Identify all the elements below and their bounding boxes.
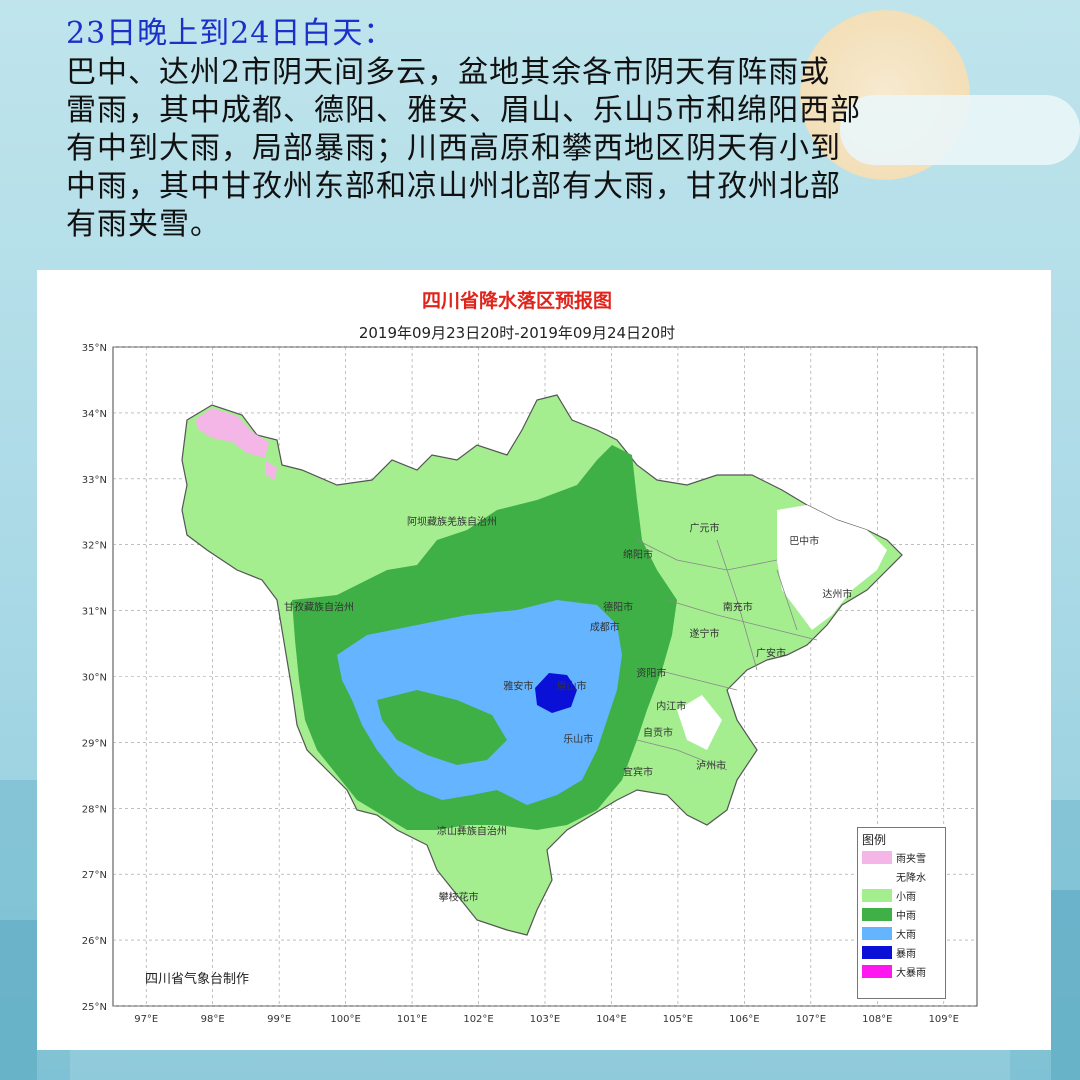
zone-sleet [265, 460, 277, 480]
map-title: 四川省降水落区预报图 [421, 290, 612, 312]
longitude-tick-label: 107°E [796, 1014, 826, 1025]
latitude-tick-label: 32°N [82, 541, 107, 552]
forecast-line: 巴中、达州2市阴天间多云，盆地其余各市阴天有阵雨或 [66, 55, 831, 90]
legend-label: 雨夹雪 [896, 854, 926, 865]
longitude-tick-label: 109°E [929, 1014, 959, 1025]
place-label: 乐山市 [563, 732, 593, 745]
place-label: 达州市 [822, 587, 852, 600]
longitude-tick-label: 97°E [134, 1014, 158, 1025]
latitude-tick-label: 25°N [82, 1002, 107, 1013]
legend-label: 无降水 [896, 873, 926, 884]
forecast-period: 23日晚上到24日白天： [66, 16, 395, 51]
latitude-tick-label: 35°N [82, 343, 107, 354]
place-label: 宜宾市 [623, 765, 653, 778]
precipitation-map-panel: 四川省降水落区预报图 2019年09月23日20时-2019年09月24日20时 [37, 270, 1051, 1050]
place-label: 攀枝花市 [439, 891, 479, 904]
latitude-tick-label: 31°N [82, 607, 107, 618]
forecast-line: 雷雨，其中成都、德阳、雅安、眉山、乐山5市和绵阳西部 [66, 93, 862, 128]
legend-label: 暴雨 [896, 949, 916, 960]
longitude-tick-label: 108°E [862, 1014, 892, 1025]
zone-no-rain [677, 695, 722, 750]
legend-swatch [862, 946, 892, 959]
longitude-tick-label: 102°E [463, 1014, 493, 1025]
map-credit: 四川省气象台制作 [145, 972, 250, 987]
zone-moderate-rain [377, 690, 507, 765]
latitude-labels: 35°N 34°N 33°N 32°N 31°N 30°N 29°N 28°N 27°N 26°N… [82, 343, 107, 1013]
place-label: 甘孜藏族自治州 [284, 601, 354, 614]
admin-boundaries [636, 539, 818, 771]
legend-item: 大雨 [862, 924, 945, 943]
place-label: 内江市 [656, 699, 686, 712]
longitude-tick-label: 104°E [596, 1014, 626, 1025]
zone-torrential-rain [535, 673, 577, 713]
legend-label: 大暴雨 [896, 968, 926, 979]
longitude-tick-label: 105°E [663, 1014, 693, 1025]
legend-item: 雨夹雪 [862, 848, 945, 867]
longitude-labels: 97°E 98°E 99°E 100°E 101°E 102°E 103°E 104°E 105… [134, 1014, 959, 1025]
place-label: 广元市 [690, 522, 720, 535]
zone-sleet [195, 408, 269, 458]
place-label: 成都市 [590, 620, 620, 633]
map-legend: 图例 雨夹雪无降水小雨中雨大雨暴雨大暴雨 [857, 827, 946, 999]
zone-heavy-rain [337, 600, 622, 805]
legend-label: 大雨 [896, 930, 916, 941]
place-label: 巴中市 [789, 535, 819, 548]
latitude-tick-label: 29°N [82, 738, 107, 749]
place-label: 泸州市 [696, 759, 726, 772]
legend-swatch [862, 908, 892, 921]
background-cloud [840, 95, 1080, 165]
longitude-tick-label: 101°E [397, 1014, 427, 1025]
place-label: 雅安市 [503, 680, 533, 693]
legend-label: 中雨 [896, 911, 916, 922]
place-label: 自贡市 [643, 726, 673, 739]
forecast-line: 中雨，其中甘孜州东部和凉山州北部有大雨，甘孜州北部 [66, 169, 841, 204]
legend-title: 图例 [862, 833, 887, 847]
precipitation-zones [181, 394, 903, 936]
latitude-tick-label: 26°N [82, 936, 107, 947]
legend-item: 小雨 [862, 886, 945, 905]
legend-swatch [862, 851, 892, 864]
longitude-tick-label: 99°E [267, 1014, 291, 1025]
longitude-tick-label: 103°E [530, 1014, 560, 1025]
map-date-range: 2019年09月23日20时-2019年09月24日20时 [358, 324, 676, 342]
latitude-tick-label: 28°N [82, 804, 107, 815]
place-label: 阿坝藏族羌族自治州 [407, 515, 497, 528]
legend-item: 无降水 [862, 867, 945, 886]
place-label: 德阳市 [603, 601, 633, 614]
legend-label: 小雨 [896, 892, 916, 903]
longitude-tick-label: 98°E [201, 1014, 225, 1025]
place-label: 遂宁市 [690, 627, 720, 640]
legend-swatch [862, 965, 892, 978]
place-label: 凉山彝族自治州 [437, 825, 507, 838]
place-label: 资阳市 [636, 667, 666, 680]
forecast-line: 有雨夹雪。 [66, 207, 221, 242]
legend-swatch [862, 889, 892, 902]
latitude-tick-label: 30°N [82, 673, 107, 684]
latitude-tick-label: 27°N [82, 870, 107, 881]
zone-no-rain [777, 505, 887, 630]
forecast-header: 23日晚上到24日白天： 巴中、达州2市阴天间多云，盆地其余各市阴天有阵雨或 雷… [66, 14, 1056, 244]
place-label: 绵阳市 [623, 548, 653, 561]
place-label: 广安市 [756, 647, 786, 660]
latitude-tick-label: 33°N [82, 475, 107, 486]
place-label: 南充市 [723, 601, 753, 614]
forecast-line: 有中到大雨，局部暴雨；川西高原和攀西地区阴天有小到 [66, 131, 841, 166]
legend-item: 暴雨 [862, 943, 945, 962]
legend-item: 中雨 [862, 905, 945, 924]
longitude-tick-label: 106°E [729, 1014, 759, 1025]
latitude-tick-label: 34°N [82, 409, 107, 420]
legend-swatch [862, 870, 892, 883]
legend-swatch [862, 927, 892, 940]
longitude-tick-label: 100°E [330, 1014, 360, 1025]
legend-item: 大暴雨 [862, 962, 945, 981]
place-label: 眉山市 [557, 680, 587, 693]
